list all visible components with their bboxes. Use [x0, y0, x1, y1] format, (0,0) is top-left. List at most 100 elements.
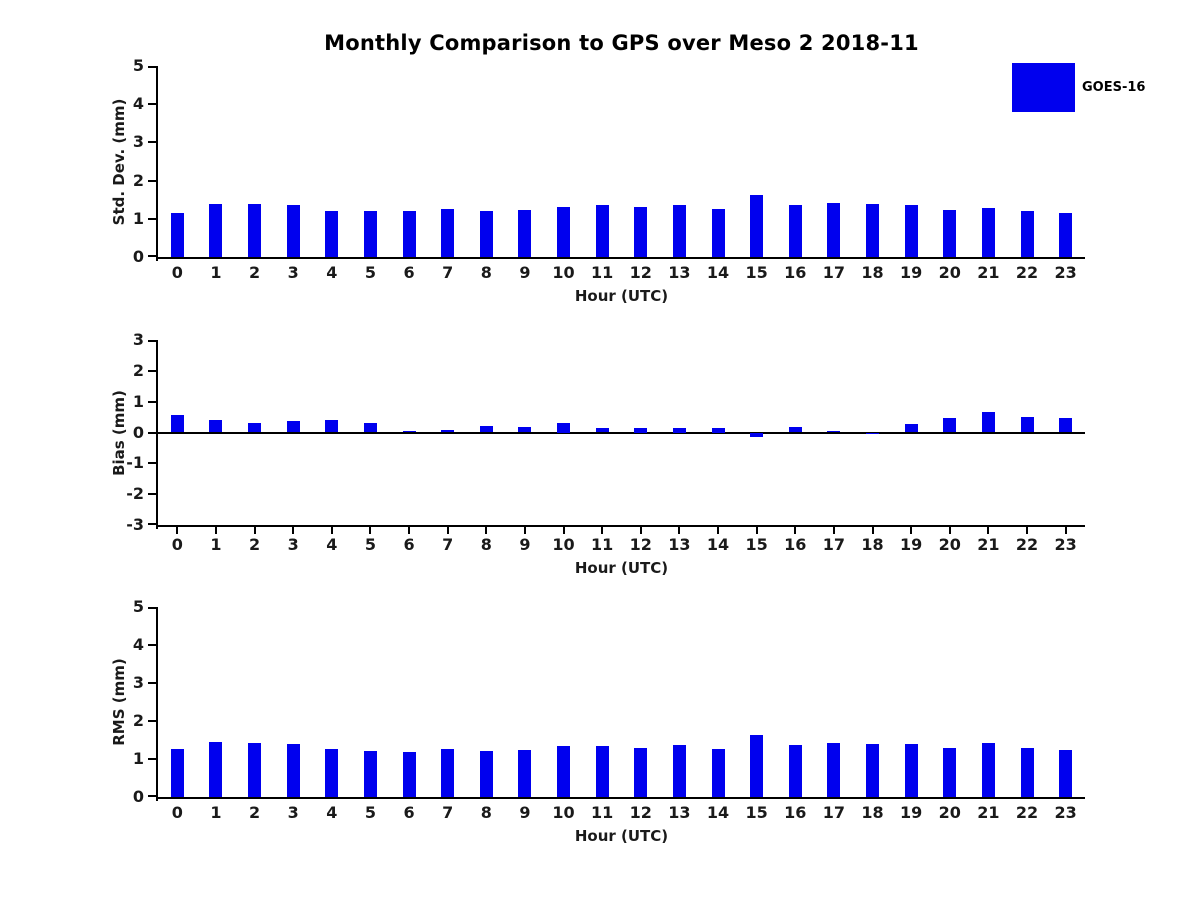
bar-hour-13 [672, 427, 686, 433]
bar-hour-11 [595, 427, 609, 433]
bar-hour-7 [441, 209, 455, 257]
bar-hour-20 [943, 210, 957, 257]
bar-hour-1 [209, 420, 223, 433]
legend-label: GOES-16 [1082, 80, 1146, 95]
bar-hour-19 [904, 423, 918, 433]
bar-hour-16 [788, 745, 802, 797]
x-tick-label: 12 [629, 535, 652, 554]
bar-hour-5 [363, 211, 377, 257]
x-tick-label: 1 [210, 263, 222, 282]
bar-hour-16 [788, 427, 802, 433]
x-tick-label: 11 [591, 263, 614, 282]
x-tick-label: 4 [326, 535, 338, 554]
plot-area-bias: -3 -2 -1 0 1 2 3 0 1 2 3 4 5 6 7 8 9 10 11 12 13 14 15 16 17 18 19… [126, 332, 1085, 553]
bar-hour-8 [479, 211, 493, 257]
bar-hour-11 [595, 745, 609, 797]
bar-hour-9 [518, 210, 532, 257]
x-tick [794, 527, 797, 534]
y-axis-spine [156, 66, 158, 261]
y-tick-label: 4 [132, 635, 144, 654]
bar-hour-17 [827, 743, 841, 797]
x-tick-label: 13 [668, 535, 691, 554]
bar-hour-1 [209, 203, 223, 257]
bar-hour-22 [1020, 417, 1034, 433]
bar-hour-9 [518, 426, 532, 433]
x-tick [678, 527, 681, 534]
x-tick [948, 527, 951, 534]
x-tick [832, 527, 835, 534]
bar-hour-12 [634, 207, 648, 257]
x-tick-label: 14 [706, 263, 730, 282]
x-tick-label: 4 [326, 803, 338, 822]
x-tick-label: 20 [938, 535, 961, 554]
x-tick-label: 12 [629, 803, 652, 822]
bar-hour-12 [634, 427, 648, 433]
bar-hour-4 [325, 211, 339, 257]
bar-hour-14 [711, 427, 725, 433]
y-tick-label: -3 [126, 515, 144, 534]
y-tick [148, 644, 156, 646]
bar-hour-3 [286, 743, 300, 797]
x-tick-label: 18 [861, 263, 884, 282]
x-tick-label: 3 [287, 803, 299, 822]
x-tick-label: 22 [1015, 535, 1039, 554]
bar-hour-13 [672, 744, 686, 797]
x-tick-label: 19 [900, 535, 923, 554]
x-tick-label: 19 [900, 263, 923, 282]
x-tick-label: 9 [519, 803, 531, 822]
x-tick-label: 3 [287, 263, 299, 282]
y-tick-label: 3 [132, 132, 144, 152]
bar-hour-23 [1059, 418, 1073, 433]
x-tick [601, 527, 604, 534]
bar-hour-15 [750, 735, 764, 797]
bar-hour-10 [557, 423, 571, 433]
x-tick [1026, 527, 1029, 534]
x-tick-label: 20 [938, 263, 961, 282]
x-tick-label: 15 [745, 803, 768, 822]
x-tick-label: 10 [552, 263, 575, 282]
x-tick-label: 8 [480, 263, 492, 282]
plot-area-std-dev: 0 1 2 3 4 5 0 1 2 3 4 5 6 7 8 9 10 11 12 13 14 15 16 17 18 19 20 21… [133, 58, 1085, 281]
bar-hour-7 [441, 748, 455, 797]
x-tick-label: 17 [822, 535, 846, 554]
x-tick-label: 0 [171, 803, 183, 822]
x-tick-label: 15 [745, 535, 768, 554]
bar-hour-21 [981, 412, 995, 433]
chart-title: Monthly Comparison to GPS over Meso 2 20… [324, 31, 919, 55]
bar-hour-13 [672, 205, 686, 257]
x-tick [1064, 527, 1067, 534]
x-tick [214, 527, 217, 534]
y-axis-spine [156, 340, 158, 529]
bar-hour-2 [248, 422, 262, 433]
x-tick [755, 527, 758, 534]
y-tick [148, 431, 156, 434]
x-tick-label: 12 [629, 263, 652, 282]
x-tick-label: 1 [210, 803, 222, 822]
x-tick-label: 2 [248, 803, 261, 822]
x-tick [485, 527, 488, 534]
y-tick [148, 795, 156, 797]
bar-hour-8 [479, 425, 493, 433]
bar-hour-8 [479, 750, 493, 797]
x-tick-label: 14 [706, 803, 730, 822]
y-tick [148, 720, 156, 722]
x-tick-label: 13 [668, 263, 691, 282]
bar-hour-3 [286, 421, 300, 433]
x-tick-label: 5 [364, 535, 376, 554]
bar-hour-0 [170, 414, 184, 433]
bar-hour-23 [1059, 749, 1073, 797]
y-tick [148, 523, 156, 525]
bar-hour-18 [866, 203, 880, 257]
bar-hour-6 [402, 211, 416, 257]
x-tick [369, 527, 372, 534]
y-tick-label: 0 [132, 787, 144, 806]
x-tick-label: 13 [668, 803, 691, 822]
bar-hour-15 [750, 194, 764, 257]
bar-hour-12 [634, 748, 648, 797]
bar-hour-22 [1020, 748, 1034, 797]
y-tick [148, 400, 156, 403]
x-tick-label: 23 [1054, 803, 1077, 822]
y-tick [148, 493, 156, 496]
y-tick [148, 340, 156, 342]
y-axis-label-std-dev: Std. Dev. (mm) [110, 98, 128, 225]
